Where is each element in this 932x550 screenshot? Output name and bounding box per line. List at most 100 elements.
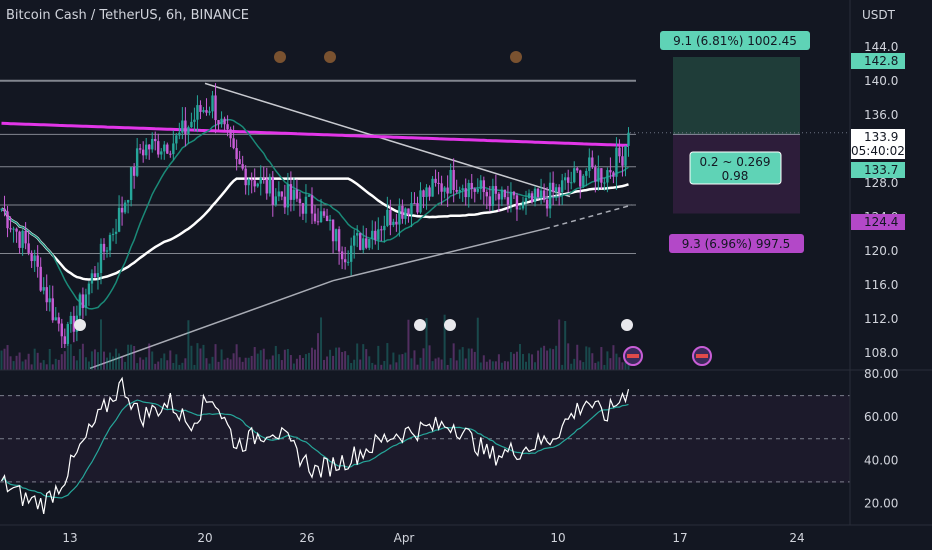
volume-bar: [163, 353, 166, 370]
time-tick-label: Apr: [394, 531, 415, 545]
candle: [90, 273, 94, 284]
volume-bar: [274, 345, 277, 370]
volume-bar: [310, 347, 313, 370]
volume-bar: [69, 344, 72, 370]
ratio-line-1: 0.2 ~ 0.269: [699, 155, 770, 169]
candle: [591, 157, 594, 168]
candle: [512, 191, 516, 196]
candle: [247, 179, 250, 186]
candle: [93, 273, 97, 277]
bull-event-marker: [621, 319, 633, 331]
candle: [371, 230, 374, 240]
volume-bar: [549, 348, 552, 370]
volume-bar: [54, 358, 57, 370]
volume-bar: [449, 358, 452, 370]
candle: [337, 229, 341, 252]
volume-bar: [304, 354, 307, 370]
flag-stripe: [627, 354, 639, 358]
candle: [111, 233, 115, 235]
volume-bar: [473, 351, 476, 370]
volume-bar: [476, 317, 479, 370]
stop-price-badge: [851, 214, 905, 230]
candle: [389, 209, 392, 226]
candle: [298, 198, 302, 204]
volume-bar: [178, 364, 181, 370]
stop-label-box: [669, 234, 804, 253]
volume-bar: [121, 356, 124, 370]
volume-bar: [416, 364, 419, 370]
entry-price-badge: [851, 162, 905, 178]
volume-bar: [428, 345, 431, 370]
candle: [594, 167, 597, 182]
volume-bar: [494, 361, 497, 370]
candle: [253, 180, 256, 187]
volume-bar: [15, 355, 18, 370]
bear-event-marker: [324, 51, 336, 63]
time-axis[interactable]: 13 20 26 Apr 10 17 24: [62, 531, 804, 545]
volume-bar: [518, 344, 521, 370]
candle: [545, 199, 549, 209]
volume-bar: [353, 359, 356, 370]
candle: [359, 233, 362, 250]
bar-countdown: 05:40:02: [851, 144, 905, 158]
volume-bar: [106, 357, 109, 370]
volume-bar: [446, 364, 449, 370]
volume-bar: [45, 364, 48, 370]
volume-bar: [467, 348, 470, 370]
volume-bar: [90, 351, 93, 370]
candle: [187, 127, 190, 134]
candle: [579, 170, 582, 187]
candle: [295, 189, 299, 199]
candle: [166, 144, 169, 154]
volume-bar: [323, 359, 326, 370]
volume-bar: [256, 353, 259, 370]
volume-bar: [561, 364, 564, 370]
candle: [211, 95, 214, 112]
volume-bar: [139, 357, 142, 370]
stop-label: 9.3 (6.96%) 997.5: [682, 237, 791, 251]
volume-bar: [558, 319, 561, 370]
rsi-axis[interactable]: 80.00 60.00 40.00 20.00: [864, 367, 898, 510]
candle: [105, 250, 109, 252]
candle: [135, 148, 139, 176]
candle: [386, 209, 389, 226]
price-pane[interactable]: [0, 51, 850, 370]
volume-bar: [534, 362, 537, 370]
candle: [229, 129, 232, 139]
candle: [536, 188, 540, 198]
candle: [196, 105, 199, 120]
rising-trendline-2: [332, 228, 546, 282]
candle: [208, 111, 211, 113]
volume-bar: [63, 351, 66, 370]
rsi-tick-label: 60.00: [864, 410, 898, 424]
bear-event-marker: [274, 51, 286, 63]
candle: [184, 120, 187, 134]
volume-bar: [253, 347, 256, 370]
candle: [597, 168, 600, 182]
candle: [488, 196, 492, 206]
candle: [470, 182, 473, 189]
volume-bar: [615, 353, 618, 370]
volume-bar: [3, 348, 6, 370]
candle: [292, 189, 296, 200]
volume-bar: [51, 364, 54, 370]
volume-bar: [338, 347, 341, 370]
volume-bar: [75, 360, 78, 370]
candle: [114, 231, 118, 234]
candle: [509, 191, 513, 205]
volume-bar: [289, 355, 292, 370]
volume-bar: [48, 348, 51, 370]
volume-bar: [259, 350, 262, 370]
rsi-pane[interactable]: [0, 376, 850, 515]
candle: [286, 184, 290, 208]
volume-bar: [621, 362, 624, 370]
volume-bar: [407, 319, 410, 370]
candle: [491, 186, 495, 206]
candle: [250, 179, 253, 181]
volume-bar: [57, 359, 60, 370]
candle: [151, 138, 154, 150]
volume-bar: [455, 360, 458, 370]
volume-bar: [190, 345, 193, 370]
volume-bar: [576, 344, 579, 370]
